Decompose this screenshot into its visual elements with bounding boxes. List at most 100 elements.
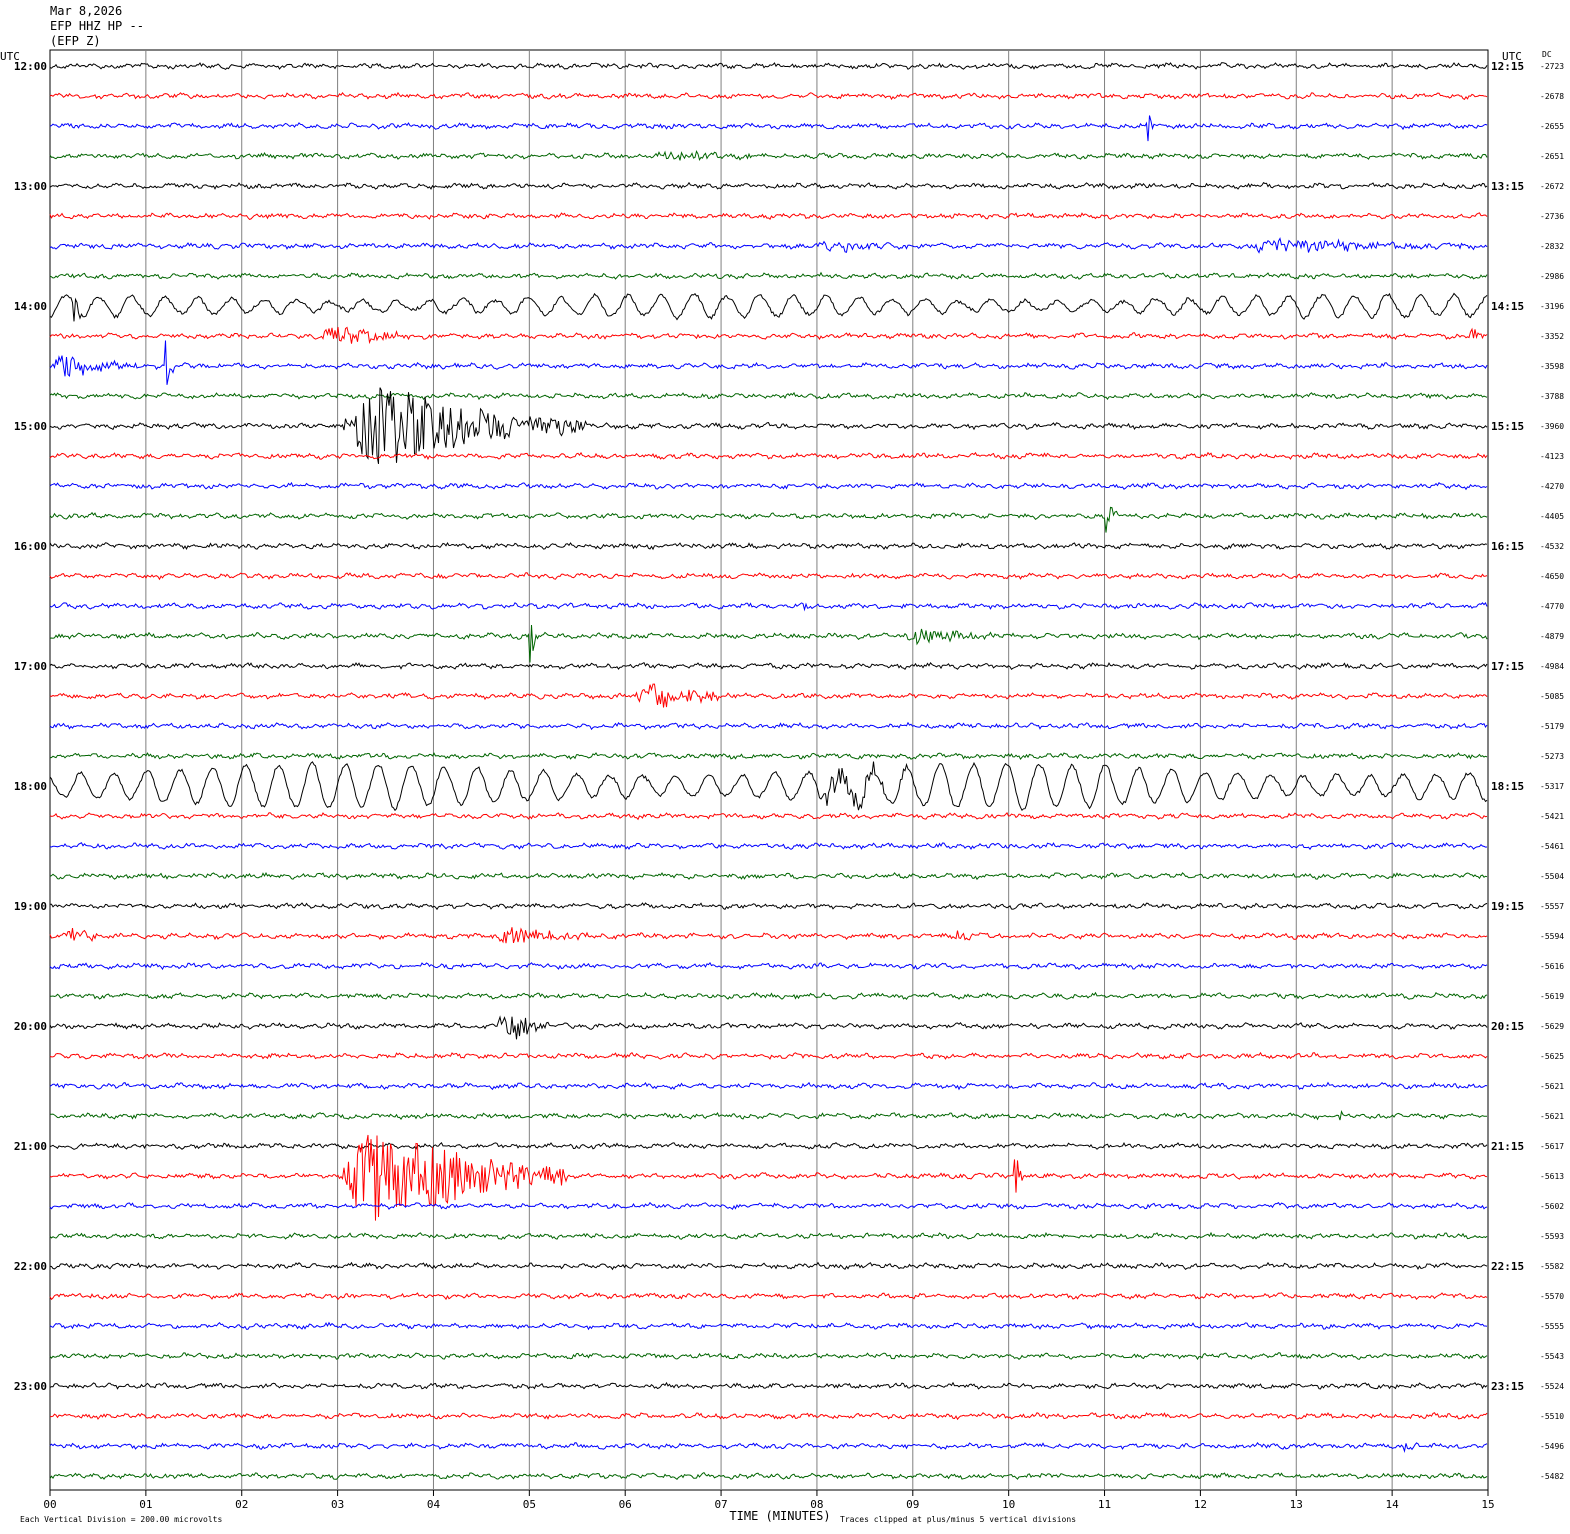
dc-offset-label: -5570 <box>1540 1292 1564 1301</box>
seismic-traces <box>49 62 1488 1480</box>
x-tick-label: 04 <box>427 1498 441 1511</box>
trace-line <box>49 542 1488 551</box>
trace-line <box>49 181 1488 190</box>
trace-line <box>49 1292 1488 1301</box>
x-tick-label: 06 <box>619 1498 632 1511</box>
trace-line <box>49 1081 1488 1091</box>
axis-labels: 00 01 02 03 04 05 06 07 08 09 10 11 12 13 14 15 TIME (MI… <box>0 50 1564 1524</box>
trace-line <box>49 1201 1488 1210</box>
trace-line <box>49 1352 1488 1361</box>
x-tick-label: 10 <box>1002 1498 1015 1511</box>
dc-offset-label: -4405 <box>1540 512 1564 521</box>
dc-offset-label: -2736 <box>1540 212 1564 221</box>
trace-line <box>49 683 1488 708</box>
trace-line <box>49 1261 1488 1271</box>
x-tick-label: 05 <box>523 1498 536 1511</box>
x-tick-label: 02 <box>235 1498 248 1511</box>
x-tick-label: 14 <box>1386 1498 1400 1511</box>
dc-offset-label: -4879 <box>1540 632 1564 641</box>
trace-line <box>49 1015 1488 1040</box>
right-hour-label: 15:15 <box>1491 420 1524 433</box>
x-tick-label: 00 <box>43 1498 56 1511</box>
trace-line <box>49 212 1488 221</box>
dc-offset-label: -2986 <box>1540 272 1564 281</box>
dc-offset-label: -3352 <box>1540 332 1564 341</box>
trace-line <box>49 91 1488 101</box>
dc-offset-label: -2672 <box>1540 182 1564 191</box>
trace-line <box>49 62 1488 71</box>
dc-label: DC <box>1542 50 1552 59</box>
date-label: Mar 8,2026 <box>50 4 123 18</box>
dc-offset-label: -3788 <box>1540 392 1564 401</box>
dc-offset-label: -5616 <box>1540 962 1564 971</box>
x-tick-label: 03 <box>331 1498 344 1511</box>
left-hour-label: 14:00 <box>14 300 47 313</box>
trace-line <box>49 662 1488 671</box>
x-axis-title: TIME (MINUTES) <box>729 1509 830 1523</box>
left-hour-label: 17:00 <box>14 660 47 673</box>
dc-offset-label: -4770 <box>1540 602 1564 611</box>
dc-offset-label: -5593 <box>1540 1232 1564 1241</box>
left-hour-label: 21:00 <box>14 1140 47 1153</box>
right-hour-label: 21:15 <box>1491 1140 1524 1153</box>
footer-clip-note: Traces clipped at plus/minus 5 vertical … <box>840 1515 1076 1524</box>
trace-line <box>49 961 1488 971</box>
trace-line <box>49 506 1488 533</box>
x-tick-label: 12 <box>1194 1498 1207 1511</box>
dc-offset-label: -5594 <box>1540 932 1564 941</box>
trace-line <box>49 1471 1488 1480</box>
x-tick-label: 13 <box>1290 1498 1303 1511</box>
dc-offset-label: -2678 <box>1540 92 1564 101</box>
trace-line <box>49 761 1488 812</box>
left-hour-label: 15:00 <box>14 420 47 433</box>
trace-line <box>49 842 1488 851</box>
dc-offset-label: -4650 <box>1540 572 1564 581</box>
dc-offset-label: -5621 <box>1540 1112 1564 1121</box>
dc-offset-label: -5621 <box>1540 1082 1564 1091</box>
trace-line <box>49 1141 1488 1151</box>
trace-line <box>49 451 1488 461</box>
dc-offset-label: -5317 <box>1540 782 1564 791</box>
right-hour-label: 18:15 <box>1491 780 1524 793</box>
dc-offset-label: -5510 <box>1540 1412 1564 1421</box>
left-hour-label: 23:00 <box>14 1380 47 1393</box>
right-hour-label: 23:15 <box>1491 1380 1524 1393</box>
dc-offset-label: -5555 <box>1540 1322 1564 1331</box>
trace-line <box>49 326 1488 345</box>
dc-offset-label: -5543 <box>1540 1352 1564 1361</box>
right-hour-label: 20:15 <box>1491 1020 1524 1033</box>
dc-offset-label: -5482 <box>1540 1472 1564 1481</box>
trace-line <box>49 1134 1488 1221</box>
dc-offset-label: -2651 <box>1540 152 1564 161</box>
right-hour-label: 13:15 <box>1491 180 1524 193</box>
plot-frame <box>49 49 1489 1491</box>
right-hour-label: 22:15 <box>1491 1260 1524 1273</box>
right-hour-label: 19:15 <box>1491 900 1524 913</box>
trace-line <box>49 572 1488 581</box>
dc-offset-label: -2723 <box>1540 62 1564 71</box>
grid-lines <box>49 49 1489 1496</box>
trace-line <box>50 902 1488 911</box>
dc-offset-label: -2655 <box>1540 122 1564 131</box>
dc-offset-label: -5524 <box>1540 1382 1564 1391</box>
dc-offset-label: -2832 <box>1540 242 1564 251</box>
trace-line <box>49 1441 1488 1454</box>
trace-line <box>49 237 1488 254</box>
dc-offset-label: -3196 <box>1540 302 1564 311</box>
dc-offset-label: -3960 <box>1540 422 1564 431</box>
trace-line <box>50 991 1488 1000</box>
left-hour-label: 16:00 <box>14 540 47 553</box>
trace-line <box>49 115 1488 142</box>
right-hour-label: 14:15 <box>1491 300 1524 313</box>
station-label: EFP HHZ HP -- <box>50 19 144 33</box>
trace-line <box>49 624 1488 663</box>
dc-offset-label: -5617 <box>1540 1142 1564 1151</box>
dc-offset-label: -5179 <box>1540 722 1564 731</box>
trace-line <box>49 481 1488 491</box>
dc-offset-label: -5461 <box>1540 842 1564 851</box>
trace-line <box>49 149 1488 162</box>
x-tick-label: 11 <box>1098 1498 1111 1511</box>
trace-line <box>49 387 1488 464</box>
dc-offset-label: -4532 <box>1540 542 1564 551</box>
